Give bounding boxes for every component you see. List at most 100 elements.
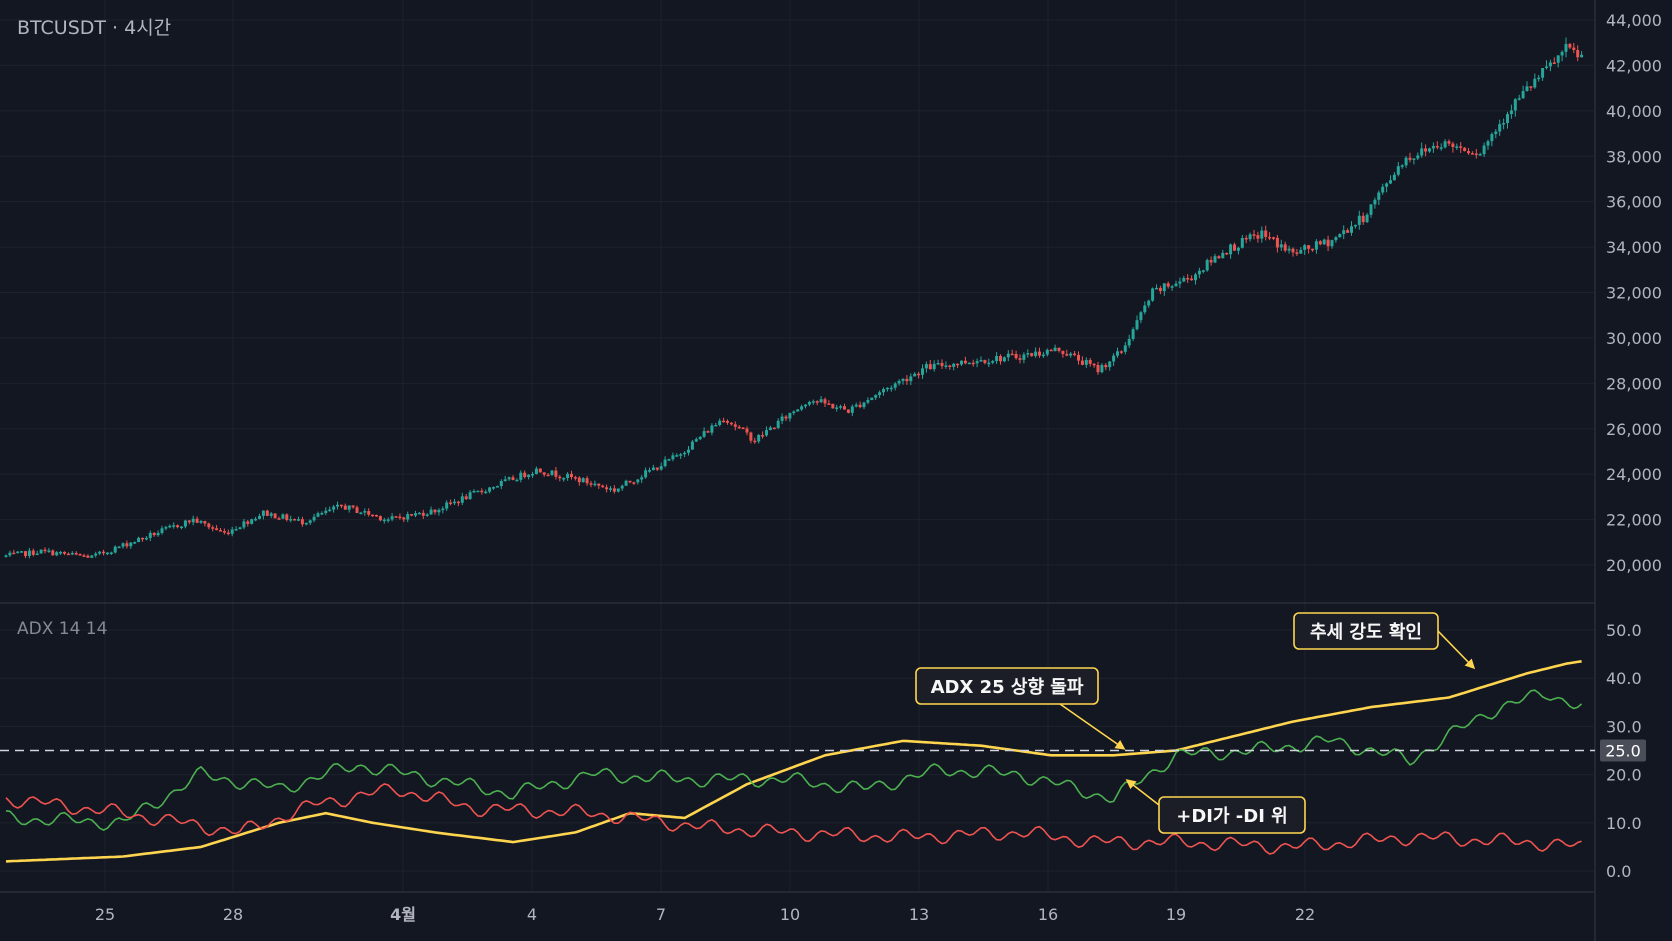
candle-body (909, 376, 913, 382)
candle-body (1221, 252, 1225, 259)
candle-body (1162, 283, 1166, 292)
price-tick-label: 28,000 (1606, 374, 1662, 393)
candle (105, 552, 109, 556)
candle (480, 488, 484, 495)
candle (12, 549, 16, 555)
candle (35, 550, 39, 556)
candle (355, 505, 359, 514)
candle (1057, 347, 1061, 353)
candle (390, 513, 394, 522)
candle (339, 504, 343, 509)
candle (971, 359, 975, 367)
candle-body (484, 491, 488, 494)
candle (1451, 141, 1455, 153)
candle-body (394, 516, 398, 518)
candle-body (31, 550, 35, 555)
candle-body (226, 532, 230, 535)
candle (952, 362, 956, 371)
candle (1369, 204, 1373, 218)
candle (86, 554, 90, 559)
candle-body (1010, 353, 1014, 356)
candle (624, 479, 628, 486)
candle (975, 358, 979, 368)
candle-body (261, 510, 265, 516)
candle (550, 470, 554, 477)
candle-body (698, 436, 702, 440)
candle (1143, 301, 1147, 315)
candle (332, 504, 336, 513)
candle (195, 516, 199, 524)
candle-body (43, 549, 47, 552)
candle-body (577, 477, 581, 483)
candle (737, 425, 741, 429)
candle (343, 503, 347, 510)
candle (597, 483, 601, 489)
candle (823, 397, 827, 407)
candle (1455, 143, 1459, 150)
candle-body (133, 542, 137, 544)
candle (1486, 139, 1490, 150)
candle (219, 527, 222, 532)
candle-body (355, 507, 359, 513)
candle (839, 404, 843, 410)
time-tick-label: 4 (527, 905, 537, 924)
candle (1385, 182, 1389, 193)
candle (1123, 341, 1127, 355)
candle-body (269, 513, 273, 516)
candle (878, 390, 882, 399)
candle (772, 427, 776, 430)
candle-body (819, 399, 823, 403)
candle-body (1412, 158, 1416, 160)
candle (948, 364, 952, 370)
candle (191, 515, 195, 526)
candle-body (862, 402, 866, 408)
annotation-box (1158, 796, 1306, 834)
candle (714, 422, 718, 427)
candle (320, 511, 324, 516)
candle (566, 472, 570, 481)
candle-body (913, 373, 917, 377)
adx-tick-label: 50.0 (1606, 621, 1642, 640)
candle-body (1404, 157, 1408, 166)
candle-body (24, 551, 27, 557)
candle-body (620, 485, 624, 489)
candle (1568, 42, 1572, 50)
candle-body (51, 550, 55, 556)
candle (1069, 351, 1073, 358)
candle (1490, 132, 1494, 147)
candle (1303, 243, 1307, 255)
candle-body (784, 416, 788, 419)
candle (1127, 334, 1131, 348)
candle (1529, 86, 1533, 91)
candle (1030, 352, 1034, 357)
candle (1513, 98, 1517, 117)
candle-body (523, 472, 527, 478)
candle-body (254, 518, 258, 521)
candle (874, 394, 878, 400)
candle-body (1517, 98, 1521, 100)
candle-body (207, 523, 211, 528)
candle-body (1373, 199, 1377, 205)
candle (531, 471, 534, 478)
candle (254, 516, 258, 522)
candle-body (1038, 351, 1041, 356)
candle (156, 530, 160, 537)
price-tick-label: 22,000 (1606, 511, 1662, 530)
candle (484, 489, 488, 494)
candle-body (987, 362, 991, 365)
candle-body (320, 513, 324, 515)
candle-body (503, 479, 507, 482)
candle (612, 485, 616, 494)
candle (1026, 349, 1030, 358)
candle-body (1006, 353, 1010, 358)
candle-body (117, 546, 121, 549)
candle-body (1474, 153, 1478, 156)
candle-body (854, 404, 858, 407)
candle-body (601, 485, 605, 488)
candle-body (144, 537, 148, 540)
candle (1041, 351, 1045, 358)
candle-body (312, 516, 316, 521)
candle (882, 387, 885, 396)
